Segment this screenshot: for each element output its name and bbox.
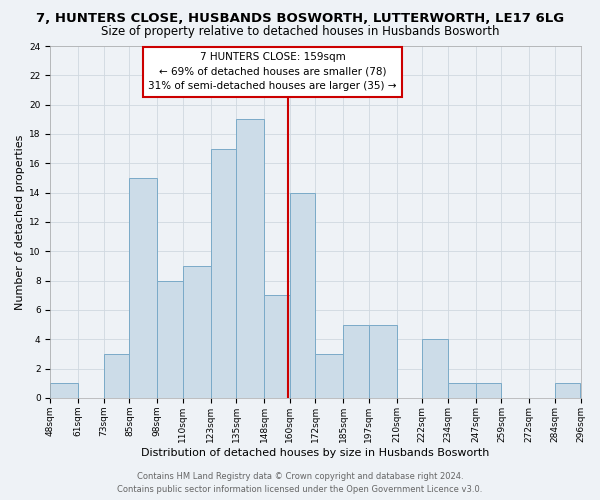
Text: 7 HUNTERS CLOSE: 159sqm
← 69% of detached houses are smaller (78)
31% of semi-de: 7 HUNTERS CLOSE: 159sqm ← 69% of detache… [148,52,397,92]
Bar [290,192,316,398]
Bar [157,280,183,398]
Y-axis label: Number of detached properties: Number of detached properties [15,134,25,310]
Bar [476,384,502,398]
Bar [555,384,580,398]
Bar [211,148,236,398]
Bar [183,266,211,398]
Bar [130,178,157,398]
Text: Size of property relative to detached houses in Husbands Bosworth: Size of property relative to detached ho… [101,25,499,38]
Bar [236,120,264,398]
Bar [316,354,343,398]
Bar [264,296,290,398]
Bar [422,340,448,398]
Bar [448,384,476,398]
Bar [104,354,130,398]
Bar [343,324,369,398]
Bar [50,384,78,398]
Bar [369,324,397,398]
Text: 7, HUNTERS CLOSE, HUSBANDS BOSWORTH, LUTTERWORTH, LE17 6LG: 7, HUNTERS CLOSE, HUSBANDS BOSWORTH, LUT… [36,12,564,25]
Text: Contains HM Land Registry data © Crown copyright and database right 2024.
Contai: Contains HM Land Registry data © Crown c… [118,472,482,494]
X-axis label: Distribution of detached houses by size in Husbands Bosworth: Distribution of detached houses by size … [141,448,490,458]
